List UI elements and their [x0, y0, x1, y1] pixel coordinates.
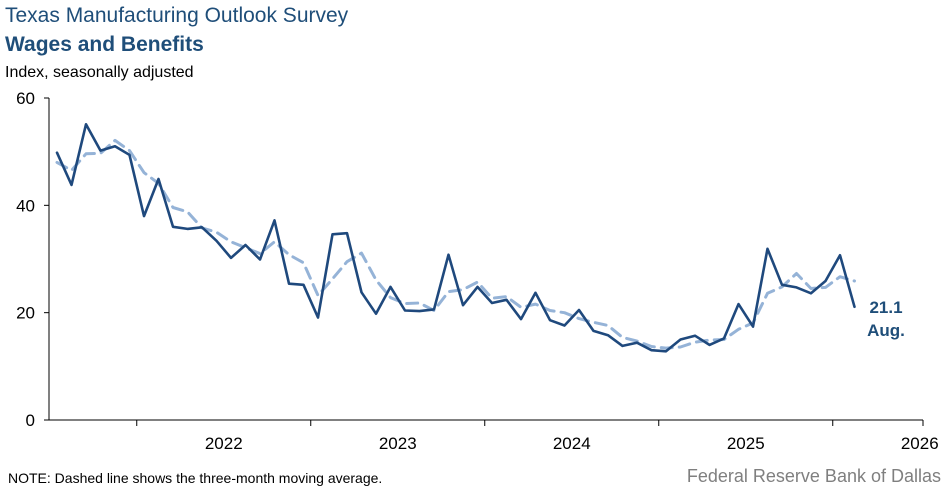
end-value-label: 21.1	[869, 298, 902, 317]
y-axis-units-label: Index, seasonally adjusted	[5, 64, 194, 81]
source-credit: Federal Reserve Bank of Dallas	[686, 466, 941, 486]
footnote: NOTE: Dashed line shows the three-month …	[8, 470, 383, 486]
x-tick-label: 2026	[901, 434, 939, 453]
y-tick-label: 0	[26, 411, 35, 430]
chart-title: Texas Manufacturing Outlook Survey	[5, 4, 349, 27]
x-tick-label: 2023	[379, 434, 417, 453]
x-tick-label: 2025	[727, 434, 765, 453]
index-series-line	[55, 123, 856, 353]
y-tick-label: 20	[16, 304, 35, 323]
chart-subtitle: Wages and Benefits	[5, 33, 204, 56]
moving-average-series-line	[55, 138, 856, 350]
y-tick-label: 60	[16, 89, 35, 108]
y-tick-label: 40	[16, 196, 35, 215]
end-month-label: Aug.	[867, 321, 905, 340]
x-tick-label: 2022	[205, 434, 243, 453]
x-tick-label: 2024	[553, 434, 591, 453]
